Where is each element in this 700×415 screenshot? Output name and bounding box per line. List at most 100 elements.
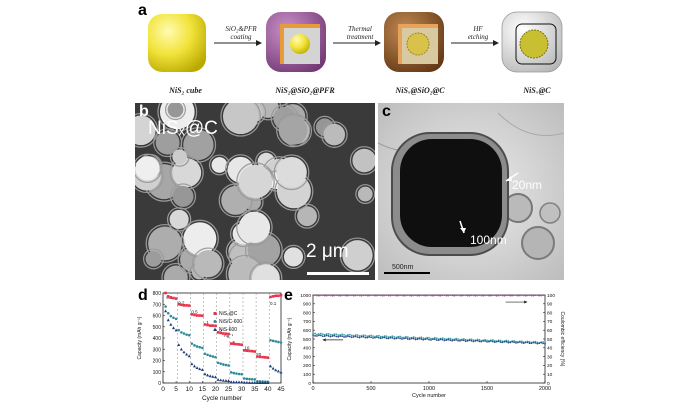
sem-particle [169,146,190,167]
data-point [166,318,170,322]
data-point [321,294,324,297]
data-point [203,352,207,356]
data-point [227,379,231,382]
x-tick-label: 1500 [481,386,493,392]
data-point [486,339,488,342]
tem-scale-label: 500nm [392,264,414,271]
data-point [387,337,390,340]
data-point [337,294,340,297]
data-point [314,332,316,335]
y2-tick-label: 100 [547,293,555,299]
data-point [530,294,533,297]
y2-axis-label: Coulombic efficiency (%) [559,312,565,367]
data-point [274,294,278,298]
sem-particle [164,103,186,121]
data-point [224,379,228,382]
data-point [261,355,264,359]
nisx-c-icon [501,11,563,73]
rate-label: 10 [244,345,250,350]
data-point [486,294,488,297]
y2-tick-label: 0 [547,381,550,387]
data-point [428,338,430,341]
data-point [235,342,238,346]
data-point [271,295,275,298]
sem-particle-core [135,115,156,146]
panel-label-b: b [139,103,149,120]
data-point [166,311,170,315]
data-point [368,294,371,297]
data-point [401,294,403,297]
data-point [542,342,544,345]
data-point [404,337,407,340]
step-label-2: Thermal treatment [330,25,390,41]
data-point [532,294,535,297]
data-point [443,339,446,342]
data-point [418,294,421,297]
data-point [517,294,519,297]
data-point [416,338,419,341]
data-point [224,332,228,336]
data-point [457,338,459,340]
data-point [493,341,496,344]
data-point [509,341,512,344]
data-point [248,349,251,353]
data-point [172,316,175,320]
panel-label-e: e [284,287,293,304]
data-point [375,336,378,339]
sem-particle-shell [145,223,185,263]
data-point [354,334,357,336]
data-point [522,342,525,345]
arrow-right-axis-head [524,300,528,304]
data-point [266,356,270,359]
data-point [393,337,396,340]
sem-image [135,103,375,280]
data-point [352,294,355,297]
data-point [408,336,411,339]
data-point [399,294,401,297]
y-tick-label: 100 [303,372,311,378]
data-point [542,341,544,343]
data-point [474,339,477,342]
data-point [406,294,409,297]
data-point [430,294,432,297]
data-point [277,340,280,344]
data-point [538,294,541,297]
sem-particle-core [357,186,373,202]
data-point [410,337,413,340]
data-point [258,381,262,384]
tem-particle [378,103,564,280]
y-tick-label: 800 [153,291,162,297]
data-point [323,333,326,336]
data-point [232,371,236,375]
data-point [445,294,448,297]
sem-particle-shell [249,261,283,280]
y2-tick-label: 50 [547,337,553,343]
data-point [360,335,363,338]
data-point [447,338,450,341]
data-point [484,338,486,341]
data-point [389,294,392,297]
data-point [224,363,228,367]
sem-particle-core [169,209,189,229]
sem-particle-shell [169,146,190,167]
data-point [211,374,215,378]
data-point [472,294,475,297]
sem-particle-core [172,149,188,165]
data-point [229,371,233,374]
data-point [443,337,446,340]
arrow-thermal-icon [333,40,381,46]
arrow-coating-icon [214,40,262,46]
data-point [464,338,467,341]
sem-particle-core [145,251,162,267]
data-point [406,336,409,338]
data-point [385,294,388,297]
data-point [489,294,492,297]
data-point [520,294,523,297]
data-point [214,324,217,328]
data-point [325,294,328,297]
y-tick-label: 900 [303,302,311,308]
data-point [174,297,178,300]
sem-particles [135,103,375,280]
data-point [274,340,278,343]
data-point [464,294,467,297]
